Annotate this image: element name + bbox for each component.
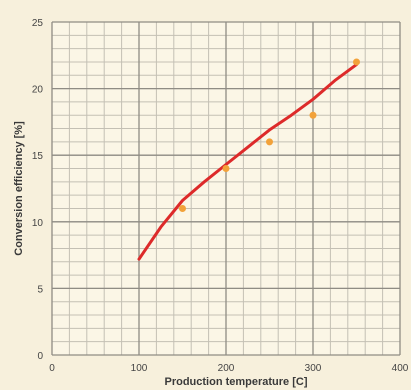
- y-tick-label: 15: [32, 151, 44, 162]
- x-tick-label: 0: [49, 363, 55, 374]
- fit-curve: [137, 63, 358, 261]
- data-point: [353, 58, 360, 66]
- y-tick-label: 0: [37, 351, 43, 362]
- grid: [51, 21, 401, 356]
- data-point: [179, 204, 186, 212]
- y-axis-label: Conversion efficiency [%]: [13, 121, 25, 256]
- tick-labels: 0 100 200 300 400 0 5 10 15 20 25: [32, 18, 409, 374]
- y-tick-label: 25: [32, 18, 44, 29]
- x-tick-label: 100: [131, 363, 148, 374]
- data-point: [266, 138, 273, 146]
- x-tick-label: 300: [305, 363, 322, 374]
- data-point: [222, 165, 230, 173]
- y-tick-label: 10: [32, 218, 44, 229]
- x-axis-label: Production temperature [C]: [164, 376, 307, 388]
- x-tick-label: 400: [392, 363, 409, 374]
- x-tick-label: 200: [218, 363, 235, 374]
- y-tick-label: 20: [32, 85, 44, 96]
- data-point: [309, 111, 317, 119]
- y-tick-label: 5: [37, 284, 43, 295]
- series: [137, 58, 360, 261]
